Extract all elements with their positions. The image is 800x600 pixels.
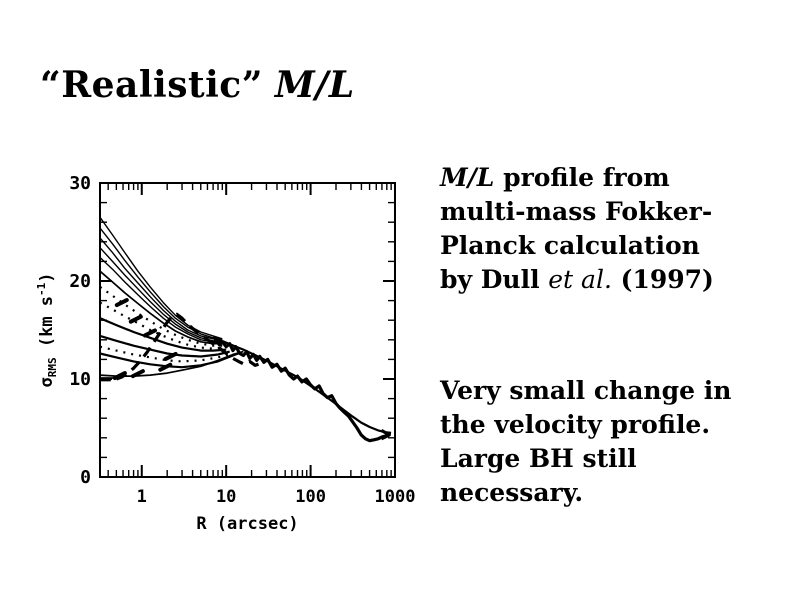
y-tick-label: 30 [69, 173, 91, 194]
etal-text: et al. [548, 265, 612, 294]
series-model-mid-3 [99, 351, 242, 369]
y-tick-label: 0 [80, 467, 91, 488]
series-model-mid-1 [99, 317, 227, 352]
note-conclusion: Very small change in the velocity profil… [440, 374, 740, 510]
slide-title-text: “Realistic” [40, 64, 263, 106]
plot-frame [99, 182, 396, 478]
data-marker [163, 351, 178, 361]
series-arrowhead [380, 429, 391, 441]
series-model-mid-2 [99, 334, 230, 358]
data-marker [130, 369, 145, 379]
series-model-fan-1 [99, 216, 223, 340]
slide-title: “Realistic” M/L [40, 64, 355, 106]
data-marker [112, 371, 127, 381]
data-marker [114, 298, 129, 308]
x-tick-label: 10 [216, 487, 236, 507]
sigma-vs-radius-plot: 1 10 100 1000 0 10 20 30 R (arcsec) σRMS (km s-1) [35, 173, 416, 534]
series-observed-dashed [115, 312, 262, 381]
conclusion-text: Very small change in the velocity profil… [440, 376, 732, 507]
slide-title-math: M/L [274, 64, 355, 106]
series-model-fan-2 [99, 227, 223, 341]
y-tick-label: 20 [69, 271, 91, 292]
series-model-fan-5 [99, 256, 223, 344]
data-marker [158, 362, 173, 372]
note-ml-profile: M/L profile from multi-mass Fokker-Planc… [440, 161, 740, 297]
x-tick-label: 1000 [375, 487, 416, 507]
ml-symbol: M/L [440, 163, 495, 192]
year-text: (1997) [611, 265, 714, 294]
x-tick-label: 100 [295, 487, 326, 507]
series-model-dotted-3 [99, 345, 234, 363]
x-tick-label: 1 [137, 487, 147, 507]
data-marker [142, 328, 157, 338]
x-axis-title: R (arcsec) [196, 514, 298, 534]
y-axis-title: σRMS (km s-1) [35, 272, 59, 387]
series-model-fan-6 [99, 270, 223, 345]
series-observed-data [208, 338, 390, 443]
data-marker [128, 314, 143, 324]
y-tick-label: 10 [69, 369, 91, 390]
note-body: profile from multi-mass Fokker-Planck ca… [440, 163, 713, 294]
